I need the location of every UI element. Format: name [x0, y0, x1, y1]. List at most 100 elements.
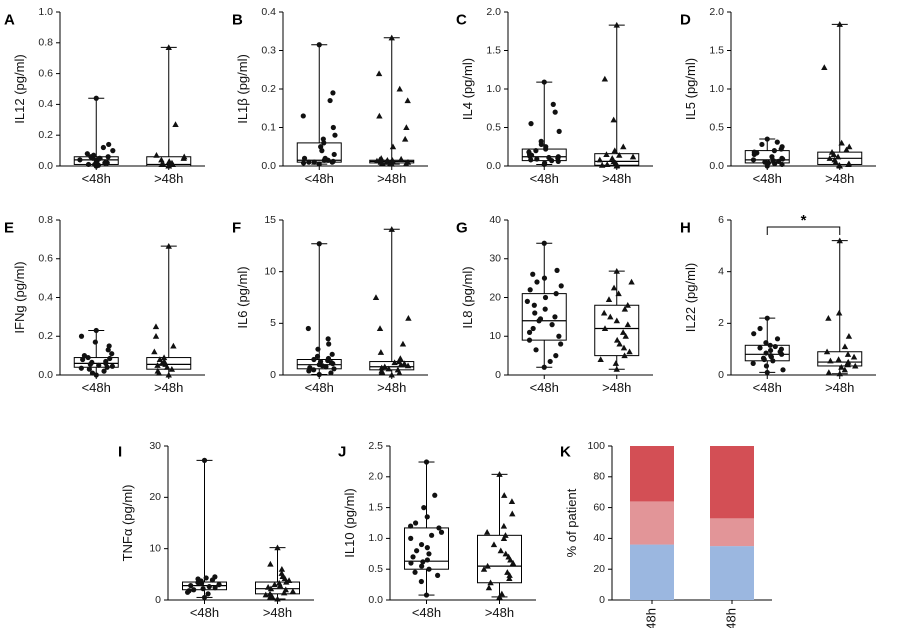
panel-letter: D	[680, 11, 691, 28]
data-point-circle	[553, 291, 559, 297]
data-point-triangle	[388, 371, 395, 378]
data-point-circle	[205, 591, 211, 597]
panel-letter: K	[560, 443, 571, 460]
category-label: >48h	[602, 171, 631, 186]
y-axis-label: IL8 (pg/ml)	[460, 266, 475, 328]
data-point-triangle	[271, 581, 278, 588]
panel-g: G 0 10 20 30 40 IL8 (pg/ml) <48h >48h	[456, 214, 653, 395]
data-point-triangle	[377, 155, 385, 161]
y-tick-label: 0.8	[38, 37, 53, 49]
data-point-triangle	[845, 358, 852, 365]
data-point-circle	[81, 353, 88, 359]
data-point-triangle	[485, 584, 493, 591]
data-point-triangle	[620, 143, 627, 150]
data-point-circle	[321, 140, 327, 146]
iqr-box	[477, 534, 522, 584]
y-tick-label: 1.5	[368, 501, 383, 513]
data-point-triangle	[165, 371, 172, 378]
stacked-bar-segment	[710, 446, 754, 519]
data-point-triangle	[835, 309, 843, 316]
data-point-circle	[556, 333, 562, 339]
y-tick-label: 2.5	[368, 440, 383, 452]
data-point-triangle	[168, 365, 176, 372]
y-tick-label: 10	[149, 542, 161, 554]
data-point-circle	[316, 371, 322, 378]
data-point-triangle	[509, 559, 517, 566]
data-point-triangle	[381, 363, 388, 370]
data-point-circle	[328, 370, 334, 376]
y-tick-label: 1.5	[486, 44, 501, 56]
iqr-box	[744, 344, 790, 362]
data-point-triangle	[620, 344, 628, 351]
data-point-triangle	[405, 314, 412, 321]
category-label: <48h	[412, 605, 441, 620]
data-point-circle	[528, 121, 534, 127]
data-point-triangle	[610, 284, 618, 291]
panel-c: C 0.0 0.5 1.0 1.5 2.0 IL4 (pg/ml) <48h >48h	[456, 6, 653, 186]
data-point-circle	[546, 154, 552, 161]
category-label: <48h	[530, 171, 559, 186]
data-point-circle	[414, 548, 420, 554]
data-point-circle	[315, 346, 321, 352]
panel-letter: C	[456, 11, 467, 28]
data-point-triangle	[615, 290, 622, 297]
data-point-triangle	[278, 570, 285, 576]
category-label: >48h	[377, 171, 406, 186]
data-point-circle	[420, 559, 426, 565]
data-point-circle	[100, 144, 106, 151]
y-tick-label: 0.6	[38, 253, 53, 265]
data-point-triangle	[377, 349, 385, 355]
box-group	[182, 457, 227, 601]
data-point-circle	[429, 532, 435, 538]
data-point-triangle	[629, 153, 637, 160]
data-point-triangle	[164, 364, 171, 370]
y-tick-label: 0.0	[368, 594, 383, 606]
data-point-circle	[550, 101, 556, 107]
data-point-circle	[423, 592, 430, 598]
data-point-circle	[762, 159, 768, 165]
data-point-triangle	[850, 353, 858, 360]
data-point-triangle	[826, 155, 833, 161]
data-point-triangle	[504, 569, 511, 575]
data-point-circle	[558, 341, 564, 347]
data-point-triangle	[480, 566, 488, 572]
data-point-circle	[85, 161, 92, 168]
data-point-triangle	[500, 522, 508, 529]
panel-h: H 0 2 4 6 IL22 (pg/ml) <48h >48h *	[680, 212, 876, 395]
data-point-circle	[327, 97, 333, 104]
data-point-circle	[419, 563, 425, 569]
y-tick-label: 0.4	[261, 6, 276, 18]
data-point-triangle	[613, 336, 621, 343]
data-point-circle	[322, 155, 328, 161]
stacked-bar-segment	[710, 546, 754, 600]
data-point-circle	[203, 575, 209, 581]
y-tick-label: 0.2	[38, 330, 53, 342]
y-tick-label: 40	[489, 214, 501, 226]
data-point-circle	[201, 594, 208, 601]
data-point-circle	[195, 576, 201, 582]
data-point-circle	[300, 113, 306, 119]
data-point-circle	[317, 358, 324, 365]
category-label: >48h	[154, 171, 183, 186]
data-point-triangle	[501, 492, 508, 498]
data-point-triangle	[596, 156, 604, 163]
data-point-circle	[332, 132, 338, 138]
data-point-triangle	[611, 147, 618, 154]
y-tick-label: 0	[155, 594, 161, 606]
category-label: >48h	[723, 608, 738, 628]
data-point-circle	[530, 325, 536, 332]
data-point-triangle	[264, 583, 272, 590]
data-point-circle	[326, 341, 332, 347]
data-point-triangle	[274, 544, 281, 551]
data-point-circle	[316, 241, 322, 247]
data-point-triangle	[825, 369, 833, 375]
data-point-triangle	[610, 158, 618, 164]
y-tick-label: 0	[599, 594, 605, 606]
data-point-circle	[314, 353, 321, 359]
y-tick-label: 15	[264, 214, 276, 226]
significance-bracket	[766, 226, 841, 235]
data-point-circle	[311, 367, 317, 373]
data-point-circle	[552, 314, 558, 320]
data-point-triangle	[616, 340, 623, 347]
data-point-circle	[78, 333, 85, 339]
